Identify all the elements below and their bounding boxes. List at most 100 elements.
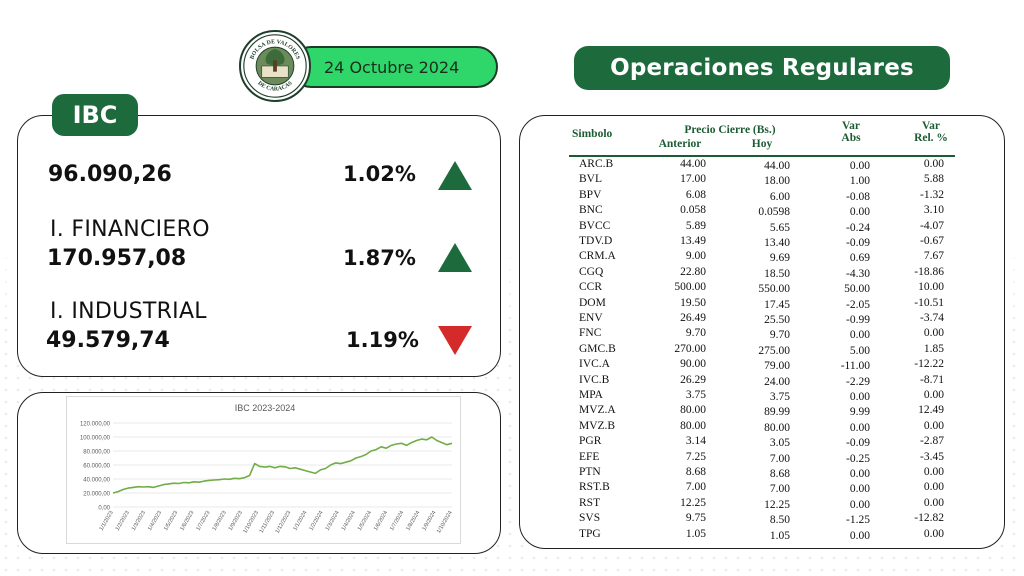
cell-var-abs: -2.29 xyxy=(846,375,870,388)
date-badge: 24 Octubre 2024 xyxy=(290,46,498,88)
cell-symbol: MVZ.B xyxy=(579,419,616,432)
financiero-pct: 1.87% xyxy=(343,246,416,270)
cell-var-rel: 0.00 xyxy=(923,327,944,340)
cell-symbol: TPG xyxy=(579,527,601,540)
ibc-pct: 1.02% xyxy=(343,162,416,186)
cell-var-abs: -2.05 xyxy=(846,298,870,311)
cell-var-rel: -10.51 xyxy=(914,296,944,309)
bolsa-caracas-logo: BOLSA DE VALORES DE CARACAS xyxy=(239,30,311,102)
cell-prev: 7.00 xyxy=(685,481,706,494)
cell-prev: 80.00 xyxy=(680,419,706,432)
page-title: Operaciones Regulares xyxy=(574,46,950,90)
chart-x-tick-label: 1/5/2023 xyxy=(163,510,179,532)
cell-prev: 13.49 xyxy=(680,235,706,247)
cell-symbol: BPV xyxy=(579,188,602,201)
arrow-down-icon xyxy=(438,326,472,355)
chart-y-tick-label: 60.000,00 xyxy=(83,464,110,470)
cell-var-abs: -11.00 xyxy=(840,360,870,373)
cell-prev: 0.058 xyxy=(680,204,706,217)
cell-today: 7.00 xyxy=(769,452,790,465)
cell-today: 44.00 xyxy=(764,160,790,172)
chart-x-tick-label: 1/1/2024 xyxy=(292,510,308,532)
cell-var-rel: -2.87 xyxy=(920,435,944,448)
cell-prev: 22.80 xyxy=(680,265,706,278)
chart-x-tick-label: 1/8/2023 xyxy=(212,510,228,532)
cell-today: 18.00 xyxy=(764,175,790,188)
cell-prev: 7.25 xyxy=(685,450,706,463)
cell-symbol: IVC.A xyxy=(579,358,610,371)
cell-var-abs: 0.00 xyxy=(849,391,870,403)
cell-var-rel: 0.00 xyxy=(923,466,944,478)
cell-symbol: CRM.A xyxy=(579,250,616,263)
cell-var-rel: 3.10 xyxy=(923,204,944,217)
chart-x-tick-label: 1/4/2023 xyxy=(147,510,163,532)
chart-x-tick-label: 1/7/2024 xyxy=(389,510,405,532)
cell-symbol: PTN xyxy=(579,466,601,478)
cell-var-rel: -0.67 xyxy=(920,235,944,247)
cell-var-abs: 0.00 xyxy=(849,483,870,496)
ibc-line-chart: IBC 2023-2024 0,00 20.000,00 40.000,00 60.00… xyxy=(80,403,454,535)
cell-symbol: RST.B xyxy=(579,481,610,494)
cell-var-rel: -1.32 xyxy=(920,188,944,201)
chart-x-tick-label: 1/3/2023 xyxy=(131,510,147,532)
cell-symbol: ENV xyxy=(579,312,603,324)
chart-y-tick-label: 20.000,00 xyxy=(83,492,110,498)
arrow-up-icon xyxy=(438,161,472,190)
cell-symbol: GMC.B xyxy=(579,342,616,355)
cell-var-abs: 0.00 xyxy=(849,421,870,434)
col-header-today: Hoy xyxy=(751,138,773,150)
chart-x-tick-label: 1/10/2023 xyxy=(242,510,260,535)
financiero-value: 170.957,08 xyxy=(47,246,187,271)
ibc-value: 96.090,26 xyxy=(48,162,172,187)
ibc-tag: IBC xyxy=(52,94,138,136)
cell-var-rel: -4.07 xyxy=(920,219,944,232)
chart-title: IBC 2023-2024 xyxy=(235,403,296,413)
chart-y-tick-label: 80.000,00 xyxy=(83,450,110,456)
cell-today: 7.00 xyxy=(769,483,790,496)
industrial-label: I. INDUSTRIAL xyxy=(50,299,207,324)
cell-var-abs: 0.00 xyxy=(849,498,870,511)
cell-var-abs: 0.69 xyxy=(849,252,870,265)
cell-var-rel: 7.67 xyxy=(923,250,944,263)
cell-symbol: PGR xyxy=(579,435,602,448)
chart-x-tick-label: 1/2/2024 xyxy=(309,510,325,532)
cell-var-abs: 0.00 xyxy=(849,529,870,542)
cell-symbol: BVL xyxy=(579,173,602,186)
cell-var-abs: 9.99 xyxy=(849,406,870,419)
cell-var-rel: -12.82 xyxy=(914,512,944,525)
cell-today: 550.00 xyxy=(758,283,790,296)
cell-today: 3.05 xyxy=(769,437,790,450)
chart-x-tick-label: 1/8/2024 xyxy=(405,510,421,532)
cell-prev: 26.49 xyxy=(680,312,706,324)
cell-prev: 1.05 xyxy=(685,527,706,540)
cell-today: 9.70 xyxy=(769,329,790,342)
cell-today: 1.05 xyxy=(769,529,790,542)
cell-prev: 80.00 xyxy=(680,404,706,417)
cell-var-abs: 1.00 xyxy=(849,175,870,188)
cell-var-rel: 0.00 xyxy=(923,419,944,432)
cell-symbol: ARC.B xyxy=(579,158,614,170)
cell-prev: 12.25 xyxy=(680,496,706,509)
cell-prev: 9.70 xyxy=(685,327,706,340)
arrow-up-icon xyxy=(438,243,472,272)
cell-today: 80.00 xyxy=(764,421,790,434)
cell-var-abs: 0.00 xyxy=(849,468,870,480)
cell-var-abs: -1.25 xyxy=(846,514,870,527)
chart-x-tick-label: 1/3/2024 xyxy=(325,510,341,532)
cell-var-rel: 1.85 xyxy=(923,342,944,355)
cell-prev: 9.75 xyxy=(685,512,706,525)
chart-x-tick-label: 1/6/2023 xyxy=(179,510,195,532)
cell-var-abs: 0.00 xyxy=(849,206,870,219)
cell-var-rel: -8.71 xyxy=(920,373,944,386)
cell-prev: 9.00 xyxy=(685,250,706,263)
cell-today: 18.50 xyxy=(764,267,790,280)
cell-today: 79.00 xyxy=(764,360,790,373)
cell-symbol: SVS xyxy=(579,512,601,525)
chart-x-tick-label: 1/9/2023 xyxy=(228,510,244,532)
cell-var-rel: -3.74 xyxy=(920,312,944,324)
chart-y-tick-label: 120.000,00 xyxy=(80,422,111,428)
cell-var-rel: 0.00 xyxy=(923,496,944,509)
cell-symbol: DOM xyxy=(579,296,606,309)
cell-var-rel: 5.88 xyxy=(923,173,944,186)
col-header-prev: Anterior xyxy=(658,138,702,150)
